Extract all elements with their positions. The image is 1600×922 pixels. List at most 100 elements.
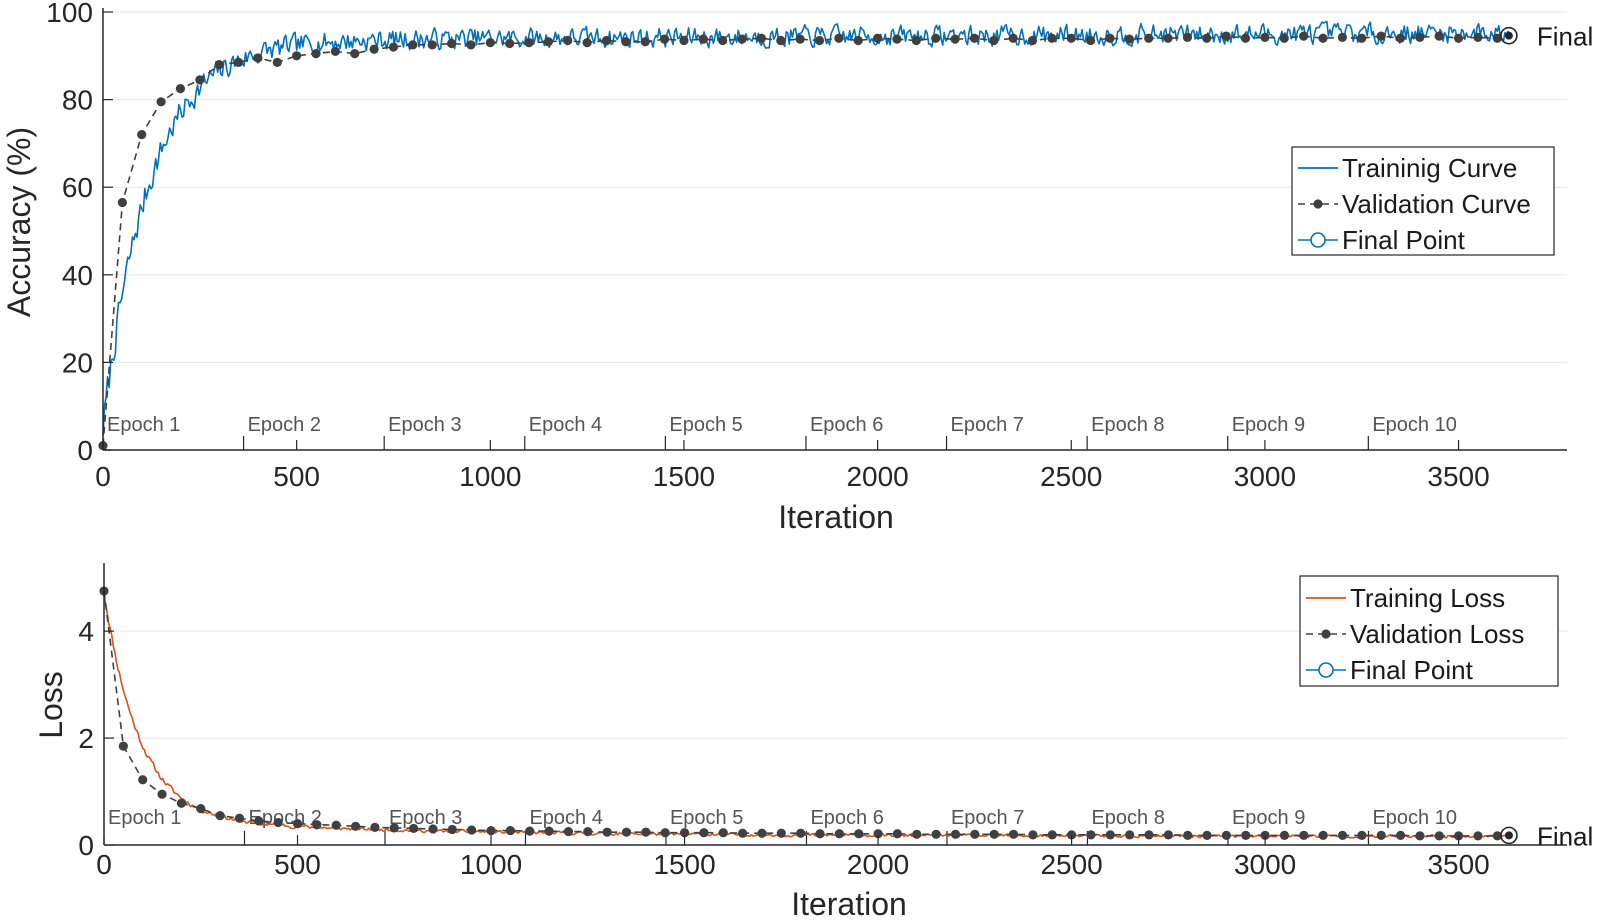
x-tick-label: 1500 bbox=[653, 461, 715, 492]
validation-point bbox=[873, 33, 883, 43]
validation-point bbox=[369, 44, 379, 54]
loss-series bbox=[99, 586, 1509, 841]
validation-point bbox=[1008, 829, 1019, 839]
validation-point bbox=[137, 130, 147, 140]
x-tick-label: 500 bbox=[274, 849, 321, 880]
x-tick-label: 1000 bbox=[459, 461, 521, 492]
x-tick-label: 3000 bbox=[1234, 849, 1296, 880]
y-tick-label: 100 bbox=[46, 0, 93, 28]
validation-point bbox=[911, 35, 921, 46]
accuracy-axes: 0 500 1000 1500 2000 2500 3000 3500 0 20 40 60 80 100 bbox=[46, 0, 1567, 492]
x-tick-label: 1500 bbox=[653, 849, 715, 880]
validation-point bbox=[776, 828, 786, 838]
legend-entry-label: Traininig Curve bbox=[1342, 153, 1517, 183]
x-tick-label: 3500 bbox=[1427, 849, 1489, 880]
loss-panel: Epoch 1 Epoch 2 Epoch 3 Epoch 4 Epoch 5 Epoch… bbox=[33, 563, 1593, 922]
validation-point bbox=[698, 34, 708, 44]
validation-point bbox=[1473, 32, 1483, 43]
validation-point bbox=[815, 829, 825, 839]
legend-swatch-circle bbox=[1318, 662, 1334, 678]
final-point-circle bbox=[1500, 26, 1518, 45]
legend-swatch-dot bbox=[1321, 629, 1331, 639]
validation-point bbox=[234, 813, 245, 823]
final-label: Final bbox=[1537, 22, 1593, 52]
validation-point bbox=[214, 59, 224, 70]
validation-point bbox=[215, 810, 225, 821]
validation-point bbox=[272, 57, 282, 67]
validation-point bbox=[330, 46, 340, 57]
loss-legend: Training Loss Validation Loss Final Point bbox=[1299, 575, 1559, 687]
validation-point bbox=[1086, 830, 1096, 840]
x-tick-label: 2500 bbox=[1040, 461, 1102, 492]
x-tick-label: 0 bbox=[95, 461, 111, 492]
validation-point bbox=[524, 38, 534, 48]
validation-point bbox=[196, 804, 206, 814]
validation-point bbox=[873, 829, 883, 839]
validation-point bbox=[738, 828, 748, 838]
validation-point bbox=[621, 37, 631, 47]
validation-point bbox=[718, 35, 728, 46]
epoch-label: Epoch 5 bbox=[669, 414, 742, 436]
validation-point bbox=[1473, 831, 1483, 841]
validation-point bbox=[679, 828, 690, 838]
validation-point bbox=[505, 825, 515, 836]
validation-point bbox=[989, 35, 999, 46]
validation-point bbox=[428, 824, 438, 834]
loss-y-axis-label: Loss bbox=[33, 671, 69, 739]
validation-point bbox=[1202, 830, 1212, 840]
accuracy-series bbox=[98, 20, 1509, 451]
validation-point bbox=[795, 34, 805, 44]
epoch-label: Epoch 8 bbox=[1091, 414, 1164, 436]
validation-point bbox=[1221, 830, 1232, 840]
validation-point bbox=[156, 97, 166, 107]
validation-point bbox=[1357, 33, 1367, 43]
validation-point bbox=[1318, 830, 1328, 840]
validation-point bbox=[1434, 831, 1444, 841]
validation-point bbox=[1182, 32, 1193, 43]
validation-point bbox=[834, 33, 844, 43]
validation-point bbox=[543, 37, 553, 47]
validation-point bbox=[659, 34, 670, 44]
final-point-circle bbox=[1500, 826, 1518, 845]
validation-point bbox=[1144, 830, 1154, 840]
validation-point bbox=[582, 38, 592, 48]
validation-point bbox=[757, 828, 767, 838]
validation-point bbox=[1299, 830, 1309, 840]
validation-point bbox=[1492, 831, 1502, 841]
validation-point bbox=[1395, 33, 1406, 43]
epoch-label: Epoch 5 bbox=[670, 807, 743, 829]
validation-point bbox=[854, 829, 864, 839]
y-tick-label: 80 bbox=[62, 85, 93, 116]
validation-point bbox=[157, 789, 167, 799]
y-tick-label: 2 bbox=[78, 723, 94, 754]
x-tick-label: 2000 bbox=[846, 461, 908, 492]
validation-point bbox=[1279, 830, 1290, 840]
validation-point bbox=[583, 827, 593, 837]
epoch-label: Epoch 10 bbox=[1372, 414, 1457, 436]
validation-point bbox=[641, 827, 651, 837]
epoch-label: Epoch 10 bbox=[1372, 807, 1457, 829]
validation-point bbox=[312, 820, 322, 830]
validation-point bbox=[1453, 33, 1464, 43]
validation-point bbox=[253, 53, 263, 63]
x-tick-label: 3500 bbox=[1427, 461, 1489, 492]
x-tick-label: 1000 bbox=[460, 849, 522, 880]
validation-point bbox=[117, 197, 127, 208]
epoch-label: Epoch 6 bbox=[810, 414, 883, 436]
validation-point bbox=[1124, 34, 1134, 44]
validation-point bbox=[370, 822, 380, 832]
validation-point bbox=[138, 775, 148, 785]
validation-point bbox=[408, 40, 418, 50]
y-tick-label: 40 bbox=[62, 260, 93, 291]
validation-point bbox=[601, 35, 612, 46]
validation-point bbox=[427, 40, 437, 50]
accuracy-panel: Epoch 1 Epoch 2 Epoch 3 Epoch 4 Epoch 5 Epoch… bbox=[1, 0, 1593, 535]
epoch-label: Epoch 1 bbox=[107, 414, 180, 436]
validation-point bbox=[640, 37, 650, 47]
y-tick-label: 60 bbox=[62, 172, 93, 203]
validation-point bbox=[660, 828, 670, 838]
validation-point bbox=[1337, 830, 1348, 840]
validation-point bbox=[1492, 33, 1502, 43]
validation-point bbox=[1279, 33, 1289, 43]
training-series-line bbox=[103, 592, 1509, 839]
